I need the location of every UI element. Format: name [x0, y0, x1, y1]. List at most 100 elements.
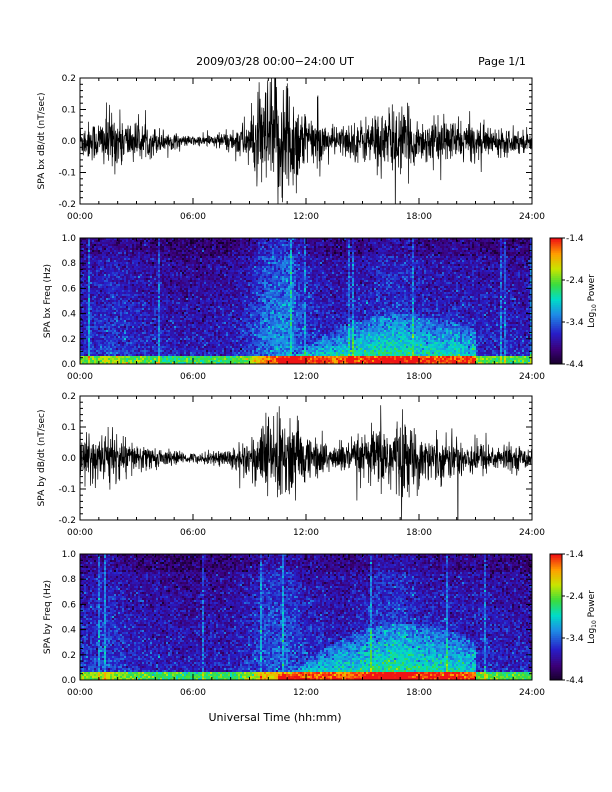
spectrogram-cell [94, 358, 96, 360]
spectrogram-cell [96, 340, 98, 342]
spectrogram-cell [210, 246, 212, 248]
spectrogram-cell [92, 346, 94, 348]
spectrogram-cell [192, 264, 194, 266]
spectrogram-cell [104, 246, 106, 248]
spectrogram-cell [174, 344, 176, 346]
spectrogram-cell [112, 314, 114, 316]
spectrogram-cell [138, 318, 140, 320]
spectrogram-cell [190, 286, 192, 288]
spectrogram-cell [216, 296, 218, 298]
spectrogram-cell [138, 250, 140, 252]
spectrogram-cell [166, 350, 168, 352]
spectrogram-cell [230, 356, 232, 358]
spectrogram-cell [144, 306, 146, 308]
spectrogram-cell [164, 346, 166, 348]
spectrogram-cell [184, 250, 186, 252]
spectrogram-cell [142, 300, 144, 302]
spectrogram-cell [216, 288, 218, 290]
spectrogram-cell [174, 328, 176, 330]
spectrogram-cell [188, 260, 190, 262]
spectrogram-cell [172, 250, 174, 252]
spectrogram-cell [150, 346, 152, 348]
spectrogram-cell [166, 268, 168, 270]
spectrogram-cell [82, 260, 84, 262]
spectrogram-cell [94, 290, 96, 292]
spectrogram-cell [158, 268, 160, 270]
spectrogram-cell [90, 312, 92, 314]
spectrogram-cell [202, 252, 204, 254]
spectrogram-cell [122, 334, 124, 336]
spectrogram-cell [178, 284, 180, 286]
spectrogram-cell [174, 284, 176, 286]
spectrogram-cell [160, 282, 162, 284]
spectrogram-cell [164, 338, 166, 340]
spectrogram-cell [90, 276, 92, 278]
spectrogram-cell [174, 332, 176, 334]
spectrogram-cell [198, 326, 200, 328]
spectrogram-cell [166, 360, 168, 362]
spectrogram-cell [122, 348, 124, 350]
spectrogram-cell [102, 240, 104, 242]
spectrogram-cell [206, 350, 208, 352]
spectrogram-cell [164, 344, 166, 346]
spectrogram-cell [232, 286, 234, 288]
spectrogram-cell [108, 354, 110, 356]
spectrogram-cell [148, 348, 150, 350]
spectrogram-cell [188, 334, 190, 336]
spectrogram-cell [128, 346, 130, 348]
spectrogram-cell [204, 300, 206, 302]
spectrogram-cell [188, 278, 190, 280]
spectrogram-cell [96, 312, 98, 314]
spectrogram-cell [208, 302, 210, 304]
spectrogram-cell [172, 284, 174, 286]
spectrogram-cell [212, 240, 214, 242]
spectrogram-cell [86, 268, 88, 270]
spectrogram-cell [232, 244, 234, 246]
spectrogram-cell [192, 244, 194, 246]
spectrogram-cell [160, 240, 162, 242]
spectrogram-cell [88, 282, 90, 284]
spectrogram-cell [202, 360, 204, 362]
spectrogram-cell [104, 274, 106, 276]
spectrogram-cell [132, 246, 134, 248]
spectrogram-cell [96, 296, 98, 298]
spectrogram-cell [218, 270, 220, 272]
spectrogram-cell [214, 270, 216, 272]
spectrogram-cell [160, 264, 162, 266]
spectrogram-cell [184, 290, 186, 292]
spectrogram-cell [118, 260, 120, 262]
spectrogram-cell [204, 314, 206, 316]
spectrogram-cell [206, 348, 208, 350]
spectrogram-cell [222, 296, 224, 298]
spectrogram-cell [206, 356, 208, 358]
spectrogram-cell [132, 300, 134, 302]
spectrogram-cell [178, 268, 180, 270]
spectrogram-cell [230, 260, 232, 262]
spectrogram-cell [164, 290, 166, 292]
spectrogram-cell [84, 256, 86, 258]
spectrogram-cell [168, 272, 170, 274]
spectrogram-cell [214, 316, 216, 318]
spectrogram-cell [146, 264, 148, 266]
spectrogram-cell [92, 280, 94, 282]
spectrogram-cell [134, 294, 136, 296]
spectrogram-cell [162, 288, 164, 290]
spectrogram-cell [102, 304, 104, 306]
spectrogram-cell [220, 240, 222, 242]
spectrogram-cell [154, 290, 156, 292]
spectrogram-cell [200, 338, 202, 340]
spectrogram-cell [100, 274, 102, 276]
spectrogram-cell [86, 358, 88, 360]
spectrogram-cell [146, 316, 148, 318]
spectrogram-cell [220, 358, 222, 360]
spectrogram-cell [210, 270, 212, 272]
spectrogram-cell [116, 268, 118, 270]
spectrogram-cell [230, 330, 232, 332]
spectrogram-cell [112, 342, 114, 344]
spectrogram-cell [220, 280, 222, 282]
spectrogram-cell [142, 278, 144, 280]
spectrogram-cell [194, 340, 196, 342]
spectrogram-cell [102, 258, 104, 260]
spectrogram-cell [186, 266, 188, 268]
spectrogram-cell [188, 292, 190, 294]
